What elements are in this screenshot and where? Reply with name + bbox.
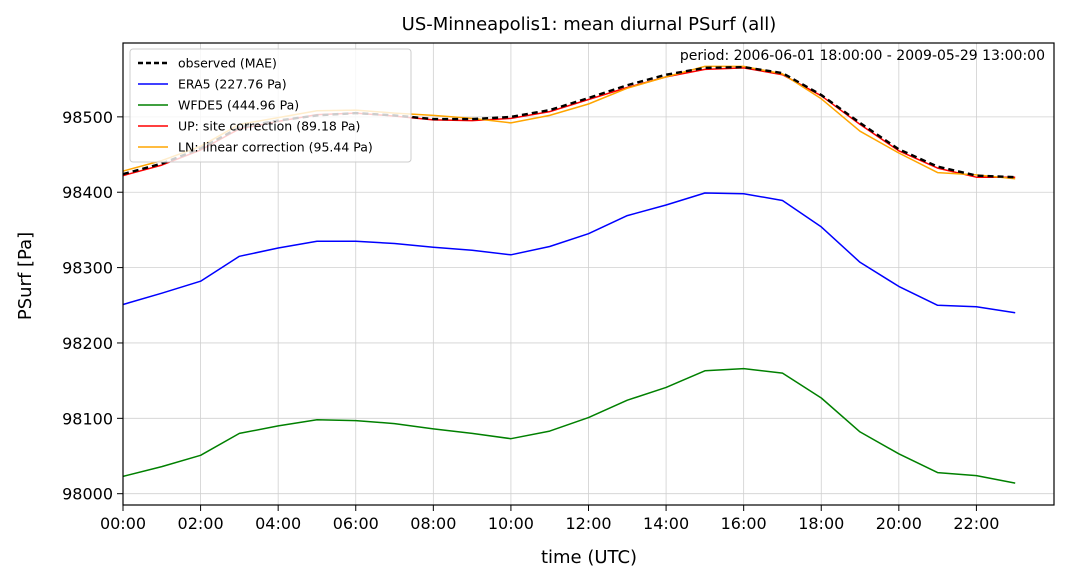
- chart-title: US-Minneapolis1: mean diurnal PSurf (all…: [402, 14, 777, 35]
- legend-label: observed (MAE): [178, 56, 277, 71]
- x-axis-label: time (UTC): [541, 547, 637, 568]
- x-tick-label: 14:00: [643, 514, 689, 533]
- y-tick-label: 98400: [62, 183, 113, 202]
- x-tick-label: 04:00: [255, 514, 301, 533]
- period-annotation: period: 2006-06-01 18:00:00 - 2009-05-29…: [680, 48, 1045, 64]
- y-tick-label: 98500: [62, 108, 113, 127]
- x-tick-label: 00:00: [100, 514, 146, 533]
- x-tick-label: 16:00: [721, 514, 767, 533]
- x-tick-label: 22:00: [953, 514, 999, 533]
- y-tick-label: 98100: [62, 409, 113, 428]
- x-axis-ticks: 00:00 02:00 04:00 06:00 08:00 10:00 12:00 14:00…: [100, 505, 999, 533]
- x-tick-label: 08:00: [410, 514, 456, 533]
- y-tick-label: 98000: [62, 485, 113, 504]
- x-tick-label: 12:00: [565, 514, 611, 533]
- y-axis-label: PSurf [Pa]: [15, 232, 36, 320]
- legend-box: [129, 48, 412, 163]
- y-tick-label: 98200: [62, 334, 113, 353]
- x-tick-label: 18:00: [798, 514, 844, 533]
- x-tick-label: 06:00: [333, 514, 379, 533]
- x-tick-label: 10:00: [488, 514, 534, 533]
- legend: observed (MAE) ERA5 (227.76 Pa) WFDE5 (444…: [129, 48, 412, 163]
- legend-label: WFDE5 (444.96 Pa): [178, 98, 299, 113]
- legend-label: LN: linear correction (95.44 Pa): [178, 140, 373, 155]
- series-line: [122, 192, 1016, 314]
- x-tick-label: 20:00: [876, 514, 922, 533]
- series-line: [122, 367, 1016, 484]
- y-axis-ticks: 98000 98100 98200 98300 98400 98500: [62, 108, 123, 504]
- legend-label: UP: site correction (89.18 Pa): [178, 119, 360, 134]
- y-tick-label: 98300: [62, 259, 113, 278]
- x-tick-label: 02:00: [178, 514, 224, 533]
- legend-label: ERA5 (227.76 Pa): [178, 77, 287, 92]
